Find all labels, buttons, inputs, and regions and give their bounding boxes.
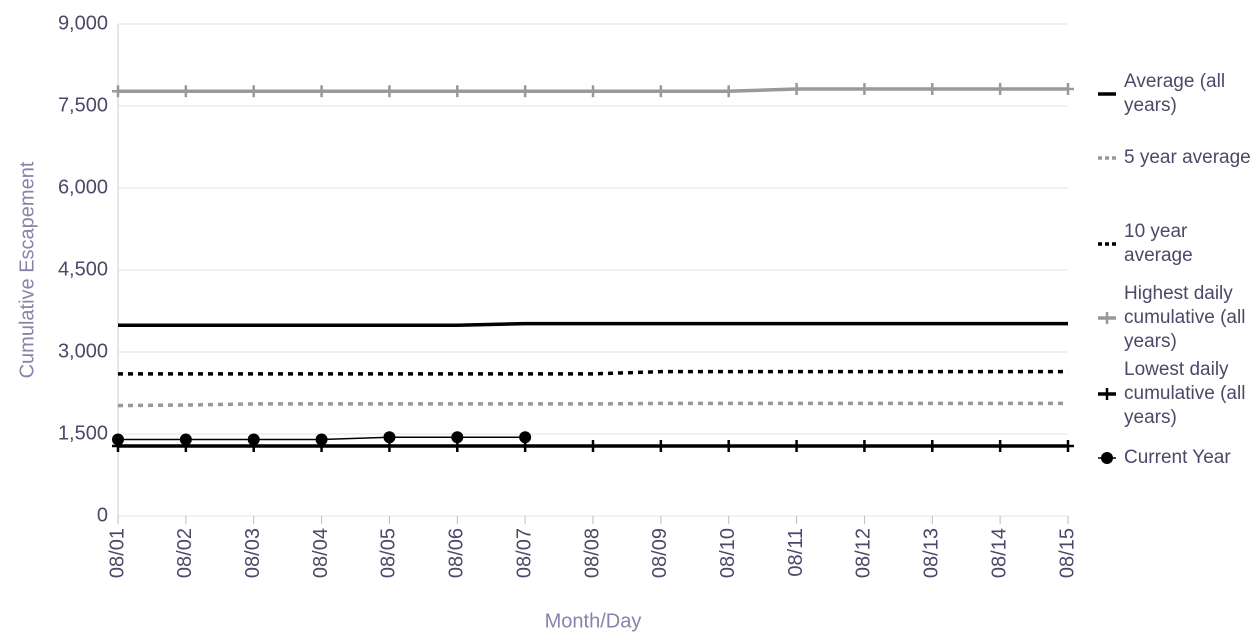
data-point xyxy=(315,85,328,98)
legend-symbol xyxy=(1098,452,1116,464)
data-point xyxy=(383,85,396,98)
x-tick-label: 08/04 xyxy=(310,528,332,578)
y-tick-label: 4,500 xyxy=(58,258,108,280)
x-tick-label: 08/12 xyxy=(853,528,875,578)
data-point xyxy=(722,440,735,453)
data-point xyxy=(654,85,667,98)
data-point xyxy=(1062,83,1074,96)
x-tick-label: 08/05 xyxy=(378,528,400,578)
data-point xyxy=(112,85,124,98)
y-tick-label: 7,500 xyxy=(58,94,108,116)
legend-marker xyxy=(1101,388,1113,400)
legend-item: Average (all years) xyxy=(1096,70,1252,118)
legend-label: Lowest daily cumulative (all years) xyxy=(1124,359,1246,428)
series-line xyxy=(118,321,1068,327)
x-tick-label: 08/13 xyxy=(921,528,943,578)
legend-label: 5 year average xyxy=(1124,147,1251,168)
data-point xyxy=(247,85,260,98)
data-point xyxy=(451,431,464,444)
data-point xyxy=(179,85,192,98)
data-point xyxy=(179,433,192,446)
data-point xyxy=(994,83,1007,96)
legend-label: Highest daily cumulative (all years) xyxy=(1124,283,1246,352)
data-point xyxy=(587,85,599,98)
data-point xyxy=(722,85,735,98)
legend-label: Average (all years) xyxy=(1124,71,1226,116)
data-point xyxy=(790,83,803,96)
data-point xyxy=(519,85,532,98)
legend-symbol xyxy=(1098,312,1116,324)
x-tick-label: 08/08 xyxy=(581,528,603,578)
y-tick-label: 0 xyxy=(97,504,108,526)
x-tick-label: 08/09 xyxy=(649,528,671,578)
x-tick-label: 08/06 xyxy=(446,528,468,578)
data-point xyxy=(315,433,328,446)
x-tick-label: 08/07 xyxy=(513,528,535,578)
series-line xyxy=(117,401,1068,408)
x-tick-label: 08/11 xyxy=(785,528,807,577)
x-tick-label: 08/14 xyxy=(988,528,1010,578)
legend-item: 5 year average xyxy=(1096,146,1252,170)
y-tick-label: 3,000 xyxy=(58,340,108,362)
legend-item: Lowest daily cumulative (all years) xyxy=(1096,358,1252,430)
y-tick-label: 9,000 xyxy=(58,12,108,34)
x-tick-label: 08/02 xyxy=(174,528,196,578)
data-point xyxy=(451,85,464,98)
data-point xyxy=(994,440,1007,453)
series-line xyxy=(118,369,1068,376)
legend-symbol xyxy=(1098,92,1116,96)
data-point xyxy=(1062,440,1074,453)
legend-symbol xyxy=(1098,242,1116,246)
x-tick-label: 08/10 xyxy=(717,528,739,578)
legend-label: Current Year xyxy=(1124,447,1231,468)
data-point xyxy=(654,440,667,453)
x-axis-title: Month/Day xyxy=(545,610,642,632)
legend-symbol xyxy=(1098,388,1116,400)
legend-marker xyxy=(1101,312,1113,324)
x-tick-label: 08/03 xyxy=(242,528,264,578)
data-point xyxy=(383,431,396,444)
legend-symbol xyxy=(1098,156,1116,160)
data-point xyxy=(112,433,124,446)
data-point xyxy=(247,433,260,446)
x-tick-label: 08/01 xyxy=(106,528,128,578)
legend-label: 10 year average xyxy=(1124,221,1193,266)
x-tick-label: 08/15 xyxy=(1056,528,1078,578)
data-point xyxy=(587,440,599,453)
y-tick-label: 6,000 xyxy=(58,176,108,198)
data-point xyxy=(858,440,871,453)
data-point xyxy=(519,431,532,444)
legend-item: Current Year xyxy=(1096,446,1252,470)
data-point xyxy=(926,440,939,453)
y-axis-title: Cumulative Escapement xyxy=(16,161,38,378)
data-point xyxy=(790,440,803,453)
data-point xyxy=(858,83,871,96)
legend-item: Highest daily cumulative (all years) xyxy=(1096,282,1252,354)
legend-marker xyxy=(1101,452,1113,464)
y-tick-label: 1,500 xyxy=(58,422,108,444)
legend-item: 10 year average xyxy=(1096,220,1252,268)
data-point xyxy=(926,83,939,96)
